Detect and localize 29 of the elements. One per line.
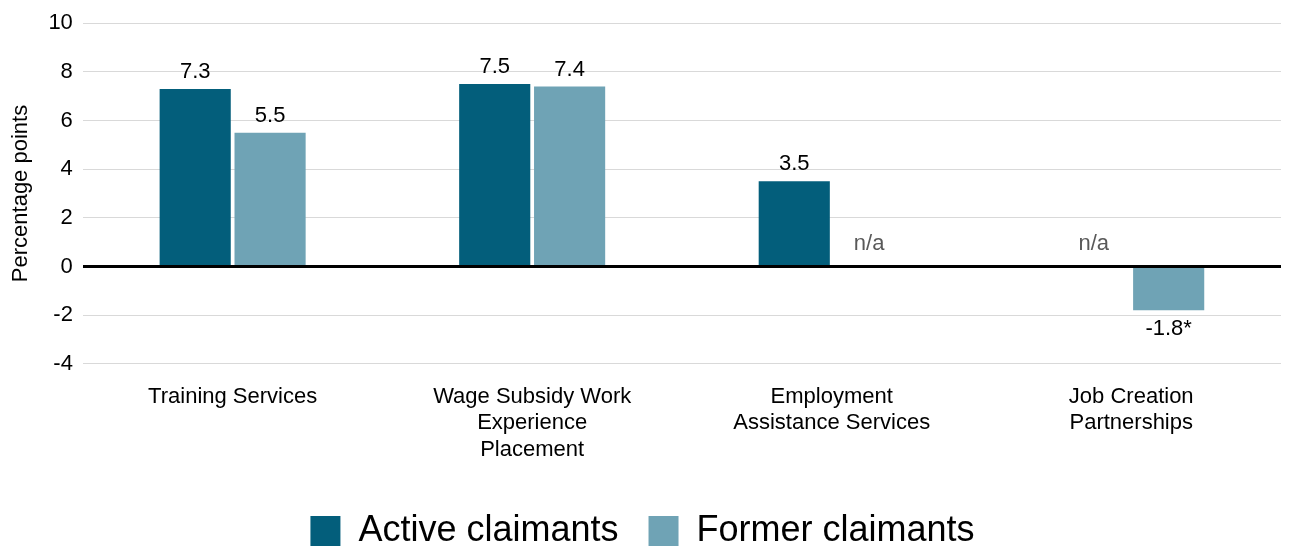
data-label: 7.3 bbox=[179, 57, 211, 83]
bar bbox=[459, 84, 531, 265]
data-label: 7.5 bbox=[479, 53, 511, 79]
bar bbox=[159, 88, 231, 265]
data-label: -1.8* bbox=[1145, 315, 1193, 341]
x-tick-label: Training Services bbox=[148, 383, 318, 409]
legend-label: Active claimants bbox=[358, 507, 619, 549]
bar bbox=[1133, 267, 1205, 311]
bar bbox=[234, 132, 306, 265]
y-tick-label: 8 bbox=[60, 57, 73, 83]
x-tick-label: Wage Subsidy Work Experience Placement bbox=[433, 383, 633, 461]
y-tick-label: 0 bbox=[60, 252, 73, 278]
text: n/a bbox=[853, 229, 885, 255]
y-tick-label: 10 bbox=[48, 9, 73, 35]
y-tick-label: -4 bbox=[53, 349, 73, 375]
x-tick-label: Employment Assistance Services bbox=[733, 383, 931, 435]
data-label: 7.4 bbox=[554, 55, 585, 81]
y-tick-label: -2 bbox=[53, 301, 73, 327]
data-label: 5.5 bbox=[254, 101, 286, 127]
bar bbox=[758, 181, 830, 265]
text: n/a bbox=[1078, 229, 1110, 255]
data-label: 3.5 bbox=[778, 150, 810, 176]
y-tick-label: 6 bbox=[60, 106, 73, 132]
x-tick-label: Job Creation Partnerships bbox=[1068, 383, 1194, 435]
bar bbox=[534, 86, 606, 265]
y-axis-title: Percentage points bbox=[7, 104, 33, 283]
legend-label: Former claimants bbox=[696, 507, 975, 549]
y-tick-label: 2 bbox=[60, 203, 73, 229]
y-tick-label: 4 bbox=[60, 155, 73, 181]
